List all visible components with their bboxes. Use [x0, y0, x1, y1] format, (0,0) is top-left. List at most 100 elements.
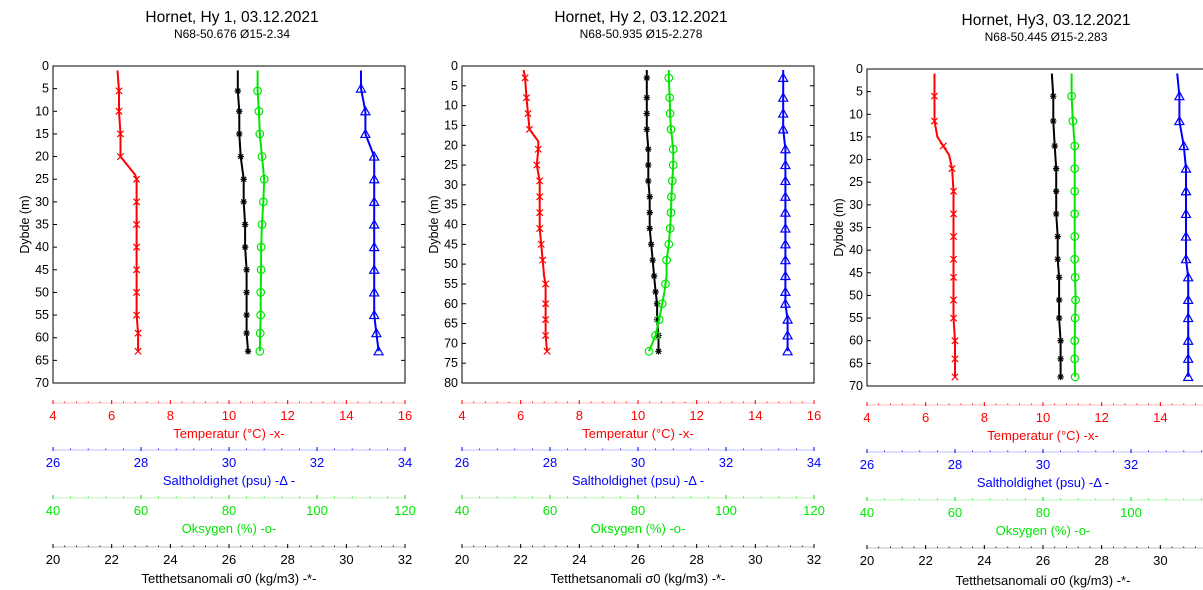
data-point-triangle-marker	[1182, 271, 1194, 282]
x-axis-label: Saltholdighet (psu) -Δ -	[163, 473, 295, 488]
data-point-star-marker	[241, 221, 249, 228]
data-point-triangle-marker	[782, 313, 794, 324]
x-tick-label: 30	[1153, 553, 1167, 568]
y-tick-label: 70	[35, 376, 49, 390]
data-point-star-marker	[1050, 92, 1057, 100]
y-tick-label: 15	[444, 118, 458, 132]
data-point-circle-marker	[1070, 354, 1080, 364]
data-point-triangle-marker	[359, 105, 371, 116]
data-point-triangle-marker	[1178, 140, 1190, 151]
data-point-star-marker	[1050, 117, 1057, 125]
data-point-x-marker	[132, 266, 141, 274]
x-tick-label: 24	[163, 552, 177, 567]
x-tick-label: 20	[46, 552, 60, 567]
data-point-circle-marker	[654, 315, 664, 325]
data-point-triangle-marker	[368, 218, 380, 229]
data-point-x-marker	[524, 109, 532, 118]
y-tick-label: 50	[849, 288, 863, 302]
data-point-triangle-marker	[368, 196, 380, 206]
data-point-x-marker	[951, 373, 959, 381]
data-point-triangle-marker	[779, 222, 791, 233]
data-point-circle-marker	[1070, 186, 1080, 196]
data-point-star-marker	[646, 209, 653, 216]
series-line-sal	[360, 70, 380, 352]
x-tick-label: 14	[748, 408, 762, 423]
data-point-triangle-marker	[777, 123, 789, 134]
data-point-x-marker	[541, 280, 550, 288]
x-tick-label: 60	[543, 503, 557, 518]
data-point-circle-marker	[667, 192, 676, 202]
data-point-star-marker	[243, 266, 250, 273]
data-point-star-marker	[1055, 296, 1063, 304]
data-point-x-marker	[537, 240, 545, 248]
plot-frame	[866, 68, 1203, 387]
data-point-star-marker	[243, 311, 250, 319]
x-axis-temp: 4 6 8 10 12 14 16 Temperatur (°C) -x-	[458, 400, 821, 441]
y-tick-label: 10	[444, 99, 458, 113]
y-tick-label: 50	[35, 285, 49, 299]
data-point-x-marker	[132, 220, 141, 229]
data-point-circle-marker	[666, 208, 676, 218]
data-point-x-marker	[949, 273, 958, 281]
x-tick-label: 8	[981, 410, 988, 425]
series-line-sal	[782, 70, 789, 352]
chart-subtitle: N68-50.935 Ø15-2.278	[579, 27, 703, 41]
y-tick-label: 60	[849, 334, 863, 348]
x-axis-dens: 20 22 24 26 28 30 32 Tetthetsanomali σ0 (kg/m3)…	[46, 544, 412, 586]
data-point-star-marker	[234, 87, 241, 95]
data-point-triangle-marker	[1182, 312, 1194, 323]
data-point-triangle-marker	[779, 191, 791, 201]
x-tick-label: 12	[280, 408, 294, 423]
series-dens	[643, 70, 662, 355]
x-tick-label: 30	[631, 455, 645, 470]
x-axis-sal: 26 28 30 32 34 Saltholdighet (psu) -Δ -	[46, 447, 412, 488]
series-line-sal	[1176, 73, 1190, 377]
x-tick-label: 60	[134, 503, 148, 518]
data-point-star-marker	[243, 289, 250, 296]
profile-chart-1: 0 5 10 15 20 25 30 35 40 45 50 55 60 65 70 Dybde (m) 4 6 8…	[18, 59, 416, 586]
data-point-triangle-marker	[782, 345, 794, 356]
data-point-x-marker	[132, 243, 141, 251]
y-tick-label: 45	[444, 237, 458, 251]
data-point-star-marker	[646, 193, 653, 200]
data-point-triangle-marker	[1180, 253, 1192, 264]
x-tick-label: 26	[46, 455, 60, 470]
plot-frame	[461, 65, 815, 384]
data-point-star-marker	[1055, 314, 1063, 322]
x-tick-label: 10	[1036, 410, 1050, 425]
x-axis-label: Oksygen (%) -o-	[591, 521, 686, 536]
data-point-triangle-marker	[1180, 185, 1192, 196]
data-point-circle-marker	[257, 220, 267, 229]
x-tick-label: 30	[339, 552, 353, 567]
y-tick-label: 60	[444, 297, 458, 311]
x-tick-label: 22	[513, 552, 527, 567]
x-tick-label: 80	[1036, 505, 1050, 520]
data-point-x-marker	[949, 314, 958, 322]
data-point-x-marker	[949, 187, 958, 195]
y-tick-label: 30	[849, 198, 863, 212]
data-point-star-marker	[1057, 355, 1064, 363]
y-tick-label: 70	[849, 379, 863, 393]
x-tick-label: 32	[719, 455, 733, 470]
x-tick-label: 28	[543, 455, 557, 470]
data-point-x-marker	[533, 161, 541, 169]
data-point-triangle-marker	[777, 72, 789, 82]
x-tick-label: 32	[807, 552, 821, 567]
data-point-triangle-marker	[782, 329, 794, 340]
x-axis-label: Tetthetsanomali σ0 (kg/m3) -*-	[142, 571, 317, 586]
y-axis-label: Dybde (m)	[18, 195, 32, 253]
data-point-triangle-marker	[373, 345, 385, 356]
y-tick-label: 0	[451, 59, 458, 73]
data-point-x-marker	[949, 296, 958, 304]
data-point-circle-marker	[258, 197, 268, 207]
x-tick-label: 4	[49, 408, 56, 423]
x-tick-label: 20	[455, 552, 469, 567]
data-point-x-marker	[525, 125, 534, 134]
data-point-circle-marker	[1070, 254, 1080, 264]
series-temp	[115, 70, 142, 355]
data-point-star-marker	[241, 243, 249, 251]
data-point-star-marker	[646, 225, 653, 232]
data-point-star-marker	[649, 256, 656, 264]
x-tick-label: 26	[631, 552, 645, 567]
x-tick-label: 100	[306, 503, 328, 518]
